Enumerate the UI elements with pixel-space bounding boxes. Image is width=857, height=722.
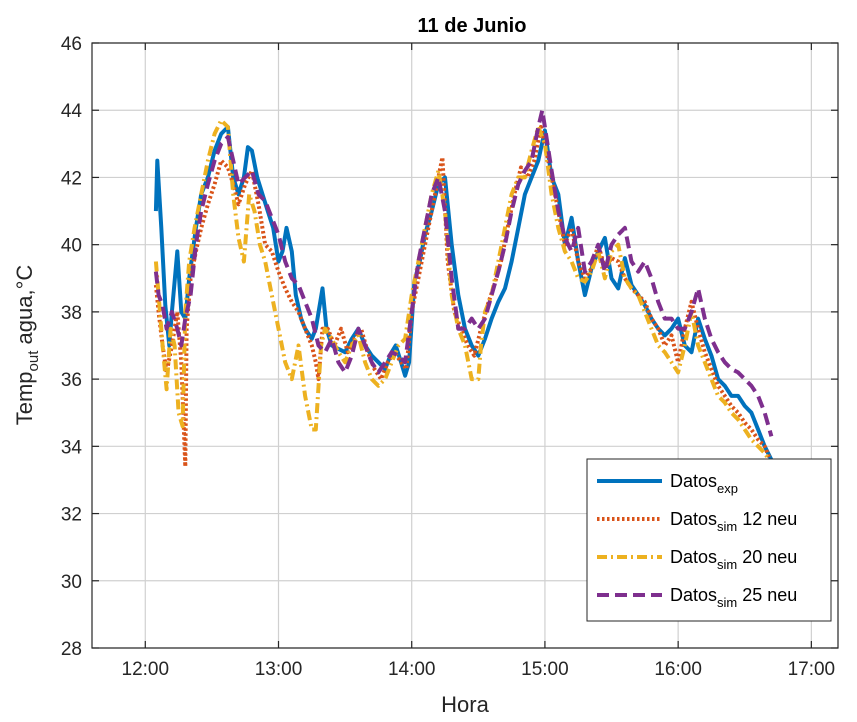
series-lines (153, 108, 778, 471)
axis-ticks: 12:00 13:00 14:00 15:00 16:00 17:00 28 30 32 34 36… (61, 34, 838, 680)
legend-label-subscript: sim (717, 595, 737, 610)
y-axis-label-suffix: agua,°C (12, 265, 37, 351)
y-tick-label: 30 (61, 572, 82, 593)
x-axis-label: Hora (441, 692, 489, 717)
x-tick-label: 17:00 (788, 659, 836, 680)
y-tick-label: 32 (61, 505, 82, 526)
y-tick-label: 38 (61, 303, 82, 324)
legend-box (586, 458, 832, 622)
y-tick-label: 28 (61, 639, 82, 660)
legend-label-main: Datos (670, 471, 717, 491)
legend-label: Datossim 12 neu (670, 509, 797, 534)
y-axis-label: Tempout agua,°C (12, 265, 42, 426)
legend-label-main: Datos (670, 547, 717, 567)
legend-label-subscript: sim (717, 519, 737, 534)
y-tick-label: 34 (61, 437, 83, 458)
x-tick-label: 13:00 (255, 659, 303, 680)
legend-label: Datossim 20 neu (670, 547, 797, 572)
legend-label-subscript: sim (717, 557, 737, 572)
y-tick-label: 44 (61, 101, 83, 122)
legend-label-suffix: 25 neu (737, 585, 797, 605)
legend-label-suffix: 12 neu (737, 509, 797, 529)
legend-label: Datossim 25 neu (670, 585, 797, 610)
series-line-3 (153, 118, 774, 465)
series-line-2 (153, 125, 774, 469)
x-tick-label: 14:00 (388, 659, 436, 680)
y-tick-label: 42 (61, 168, 82, 189)
x-tick-label: 15:00 (521, 659, 569, 680)
legend-label-main: Datos (670, 585, 717, 605)
y-tick-label: 40 (61, 236, 82, 257)
legend-label: Datosexp (670, 471, 738, 496)
y-tick-label: 46 (61, 34, 82, 55)
legend-label-suffix: 20 neu (737, 547, 797, 567)
legend-label-main: Datos (670, 509, 717, 529)
chart-title: 11 de Junio (418, 15, 527, 37)
y-tick-label: 36 (61, 370, 82, 391)
plot-frame (91, 42, 839, 649)
legend-label-subscript: exp (717, 481, 738, 496)
x-tick-label: 12:00 (122, 659, 170, 680)
x-tick-label: 16:00 (654, 659, 702, 680)
y-axis-label-main: Temp (12, 371, 37, 425)
y-axis-label-subscript: out (25, 350, 42, 372)
